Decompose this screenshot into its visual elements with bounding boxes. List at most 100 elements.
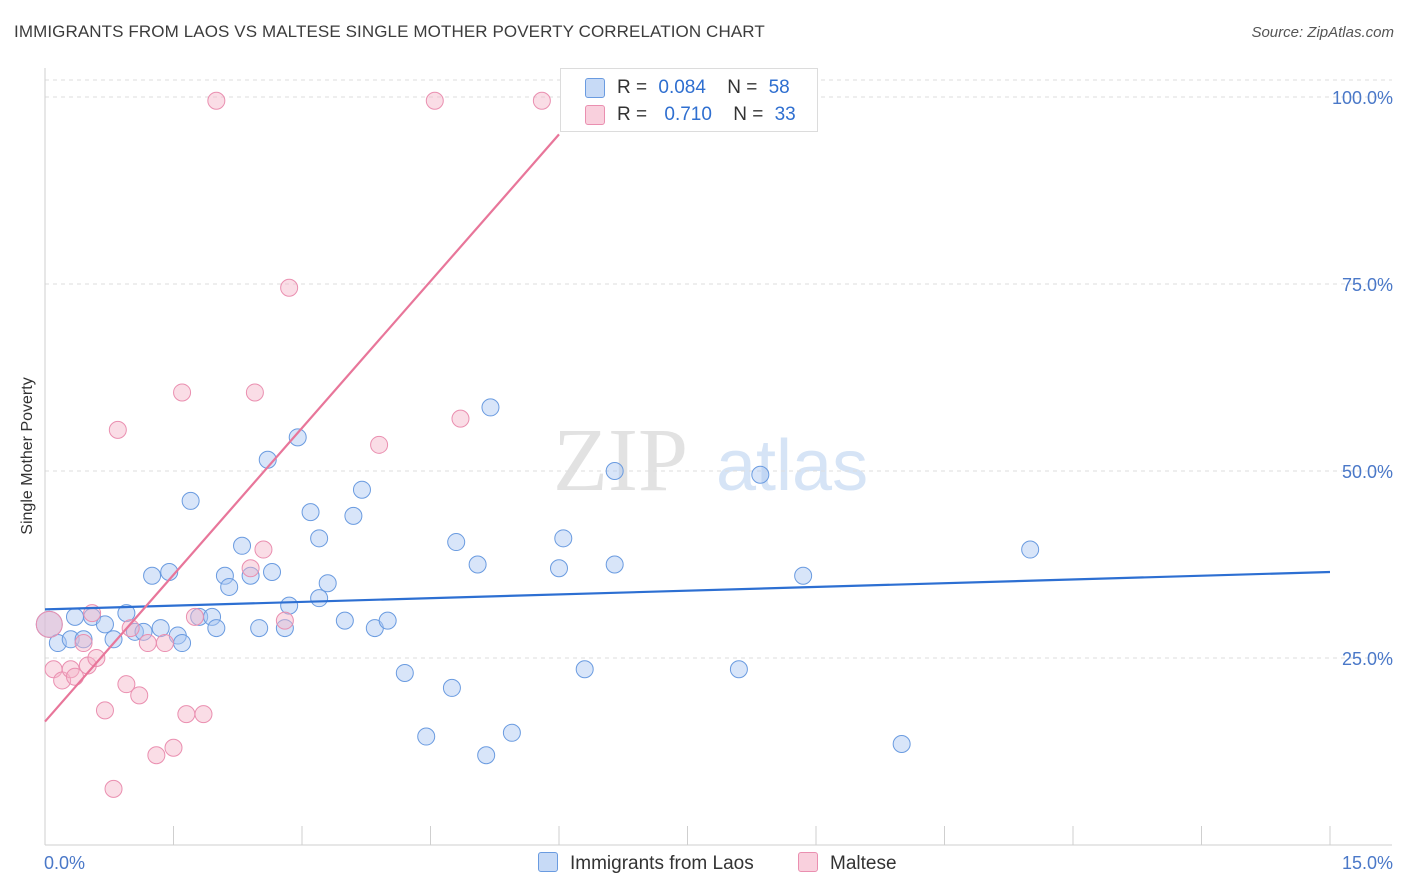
data-point-laos xyxy=(1021,540,1040,559)
chart-title: IMMIGRANTS FROM LAOS VS MALTESE SINGLE M… xyxy=(14,22,765,41)
legend-r-value: 0.710 xyxy=(664,104,712,125)
data-point-laos xyxy=(207,619,226,638)
bottom-legend-label-laos: Immigrants from Laos xyxy=(570,853,754,874)
legend-n-label: N = xyxy=(727,77,758,98)
data-point-laos xyxy=(117,604,136,623)
data-point-maltese xyxy=(280,278,299,297)
legend-r-value: 0.084 xyxy=(658,77,706,98)
source-label: Source: ZipAtlas.com xyxy=(1251,24,1394,41)
y-tick-label: 75.0% xyxy=(1342,275,1393,295)
trend-line-maltese xyxy=(44,133,560,723)
data-point-maltese xyxy=(108,420,127,439)
data-point-laos xyxy=(263,562,282,581)
data-point-laos xyxy=(395,663,414,682)
data-point-laos xyxy=(344,506,363,525)
data-point-maltese xyxy=(35,610,63,638)
data-point-laos xyxy=(275,619,294,638)
data-point-laos xyxy=(310,529,329,548)
data-point-laos xyxy=(335,611,354,630)
data-point-laos xyxy=(468,555,487,574)
data-point-laos xyxy=(65,607,84,626)
data-point-maltese xyxy=(207,91,226,110)
watermark: ZIP atlas xyxy=(553,411,868,510)
bottom-legend-maltese: Maltese xyxy=(798,852,897,875)
bottom-legend-swatch-maltese xyxy=(798,852,818,872)
data-point-maltese xyxy=(104,779,123,798)
data-point-maltese xyxy=(95,701,114,720)
data-point-laos xyxy=(554,529,573,548)
x-tick-label-min: 0.0% xyxy=(44,853,85,873)
watermark-zip: ZIP xyxy=(553,411,688,510)
stats-legend: R = 0.084 N = 58 R = 0.710 N = 33 xyxy=(560,68,818,132)
data-point-maltese xyxy=(74,634,93,653)
trend-lines xyxy=(44,133,1331,723)
legend-text-laos: R = 0.084 N = 58 xyxy=(617,77,790,99)
data-point-maltese xyxy=(194,705,213,724)
bottom-legend-laos: Immigrants from Laos xyxy=(538,852,754,875)
data-point-laos xyxy=(173,634,192,653)
data-point-laos xyxy=(310,589,329,608)
data-point-laos xyxy=(417,727,436,746)
data-point-laos xyxy=(220,577,239,596)
legend-r-label: R = xyxy=(617,104,648,125)
data-point-laos xyxy=(215,566,234,585)
data-point-laos xyxy=(181,491,200,510)
data-point-maltese xyxy=(177,705,196,724)
data-point-laos xyxy=(352,480,371,499)
x-tick-label-max: 15.0% xyxy=(1342,853,1393,873)
legend-swatch-maltese xyxy=(585,105,605,125)
legend-swatch-laos xyxy=(585,78,605,98)
data-point-laos xyxy=(481,398,500,417)
y-tick-label: 50.0% xyxy=(1342,462,1393,482)
y-tick-label: 25.0% xyxy=(1342,649,1393,669)
data-point-laos xyxy=(104,630,123,649)
data-point-laos xyxy=(605,462,624,480)
data-points xyxy=(35,91,1040,798)
data-point-laos xyxy=(250,619,269,638)
legend-text-maltese: R = 0.710 N = 33 xyxy=(617,104,796,126)
watermark-atlas: atlas xyxy=(716,426,868,506)
data-point-maltese xyxy=(254,540,273,559)
data-point-maltese xyxy=(138,634,157,653)
y-tick-label: 100.0% xyxy=(1332,88,1393,108)
data-point-maltese xyxy=(117,675,136,694)
data-point-laos xyxy=(233,536,252,555)
trend-line-laos xyxy=(44,570,1331,611)
data-point-maltese xyxy=(121,619,140,638)
data-point-laos xyxy=(892,735,911,754)
data-point-maltese xyxy=(451,409,470,428)
data-point-laos xyxy=(74,630,93,649)
data-point-maltese xyxy=(245,383,264,402)
data-point-laos xyxy=(729,660,748,679)
data-point-laos xyxy=(241,566,260,585)
data-point-laos xyxy=(442,678,461,697)
data-point-maltese xyxy=(370,435,389,454)
data-point-maltese xyxy=(164,738,183,757)
bottom-legend-label-maltese: Maltese xyxy=(830,853,897,874)
legend-n-value: 58 xyxy=(768,77,790,98)
data-point-laos xyxy=(143,566,162,585)
data-point-maltese xyxy=(155,634,174,653)
data-point-maltese xyxy=(532,91,551,110)
data-point-laos xyxy=(751,465,770,484)
data-point-laos xyxy=(605,555,624,574)
data-point-maltese xyxy=(87,649,106,667)
legend-n-label: N = xyxy=(733,104,764,125)
data-point-maltese xyxy=(130,686,149,705)
data-point-laos xyxy=(575,660,594,679)
data-point-laos xyxy=(378,611,397,630)
data-point-laos xyxy=(151,619,170,638)
data-point-laos xyxy=(301,503,320,522)
axes xyxy=(44,68,1392,846)
tick-labels: 25.0% 50.0% 75.0% 100.0% 0.0% 15.0% xyxy=(44,88,1393,873)
data-point-laos xyxy=(280,596,299,615)
data-point-maltese xyxy=(185,607,204,626)
data-point-laos xyxy=(288,428,307,447)
bottom-legend-swatch-laos xyxy=(538,852,558,872)
data-point-laos xyxy=(318,574,337,593)
data-point-laos xyxy=(550,559,568,578)
data-point-laos xyxy=(95,615,114,634)
data-point-laos xyxy=(190,607,209,626)
data-point-laos xyxy=(447,533,466,552)
